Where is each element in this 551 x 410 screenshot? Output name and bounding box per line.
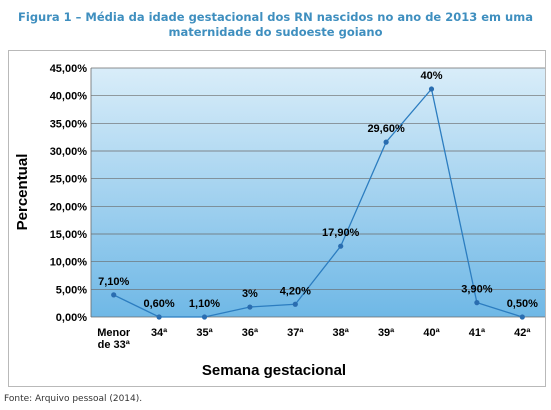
data-label: 0,50% <box>507 298 538 310</box>
figure-source: Fonte: Arquivo pessoal (2014). <box>4 394 143 404</box>
y-tick-label: 40,00% <box>50 91 88 103</box>
y-tick-label: 10,00% <box>50 257 88 269</box>
data-point <box>383 139 389 145</box>
y-tick-label: 45,00% <box>50 63 88 75</box>
data-point <box>338 243 344 249</box>
x-tick-label: 37ª <box>287 327 304 339</box>
y-axis-label: Percentual <box>14 154 31 231</box>
x-tick-label: 34ª <box>151 327 168 339</box>
data-label: 3% <box>242 288 258 300</box>
plot-area <box>91 68 545 317</box>
y-tick-label: 35,00% <box>50 118 88 130</box>
data-label: 40% <box>420 70 442 82</box>
data-point <box>156 314 162 320</box>
x-tick-label: 36ª <box>242 327 259 339</box>
y-tick-label: 30,00% <box>50 146 88 158</box>
x-tick-label: 39ª <box>378 327 395 339</box>
figure-title-line-1: Figura 1 – Média da idade gestacional do… <box>18 10 533 24</box>
y-tick-label: 0,00% <box>56 312 87 324</box>
x-tick-label: 38ª <box>333 327 350 339</box>
x-tick-label: 41ª <box>469 327 486 339</box>
x-tick-label: 35ª <box>196 327 213 339</box>
data-point <box>247 304 253 310</box>
y-tick-label: 15,00% <box>50 229 88 241</box>
data-label: 17,90% <box>322 227 360 239</box>
data-label: 1,10% <box>189 298 220 310</box>
figure-title-line-2: maternidade do sudoeste goiano <box>168 25 383 39</box>
data-label: 7,10% <box>98 276 129 288</box>
data-point <box>519 314 525 320</box>
y-tick-label: 25,00% <box>50 174 88 186</box>
data-point <box>474 300 480 306</box>
data-point <box>428 86 435 92</box>
data-point <box>292 301 298 307</box>
data-point <box>111 292 117 298</box>
series-line <box>113 87 523 318</box>
y-tick-label: 20,00% <box>50 201 88 213</box>
x-axis-label: Semana gestacional <box>202 362 346 379</box>
data-point <box>201 314 208 320</box>
data-label: 4,20% <box>280 285 311 297</box>
x-tick-label: 40ª <box>423 327 440 339</box>
data-label: 29,60% <box>367 123 405 135</box>
line-chart: 0,00% 5,00% 10,00% 15,00% 20,00% 25,00% 30,00%… <box>14 63 545 379</box>
x-tick-label: 42ª <box>514 327 531 339</box>
data-label: 0,60% <box>143 298 174 310</box>
y-tick-label: 5,00% <box>56 284 87 296</box>
chart-frame: 0,00% 5,00% 10,00% 15,00% 20,00% 25,00% 30,00%… <box>8 50 546 387</box>
data-label: 3,90% <box>461 284 492 296</box>
x-tick-label: Menor de 33ª <box>97 327 131 351</box>
figure-title: Figura 1 – Média da idade gestacional do… <box>0 10 551 40</box>
